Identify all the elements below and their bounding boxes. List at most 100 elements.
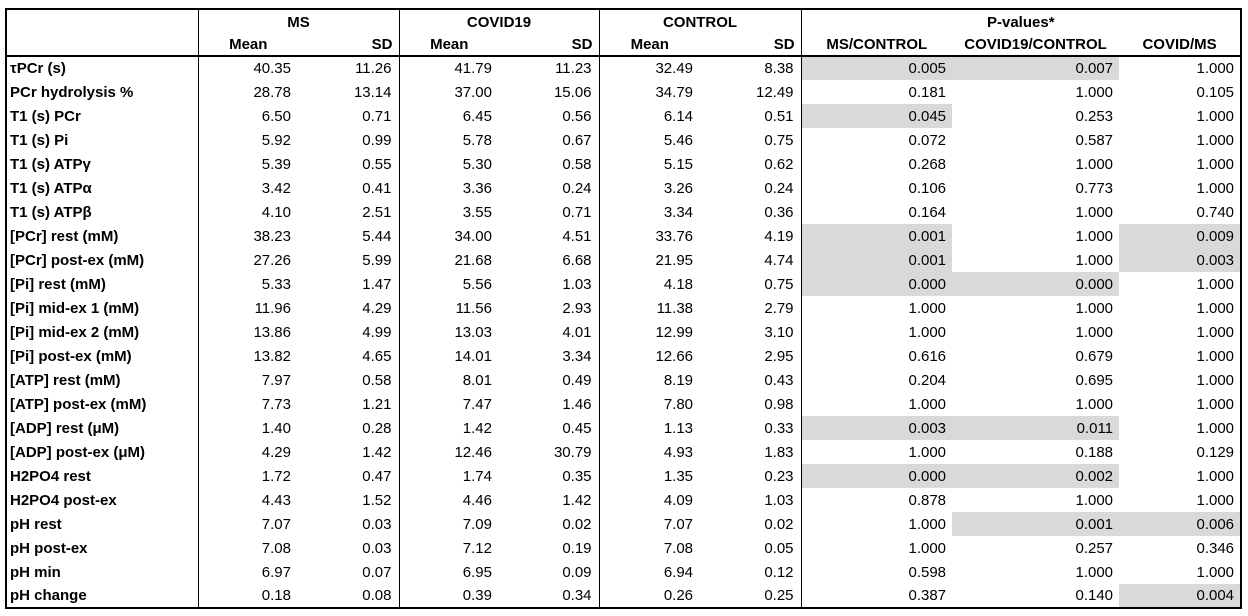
pvalue-covid19-control-cell: 0.587 [1075, 131, 1114, 149]
row-label: pH rest [6, 512, 199, 536]
pvalue-covid-ms-cell: 1.000 [1196, 275, 1235, 293]
table-row: H2PO4 post-ex 4.43 1.52 4.46 1.42 4.09 1… [6, 488, 1241, 512]
row-label: pH post-ex [6, 536, 199, 560]
table-row: pH rest 7.07 0.03 7.09 0.02 7.07 0.02 1.… [6, 512, 1242, 536]
row-label: T1 (s) ATPβ [6, 200, 199, 224]
covid19-sd-cell: 0.71 [499, 200, 600, 224]
control-sd-cell: 1.03 [700, 488, 802, 512]
control-mean-cell: 33.76 [655, 227, 694, 245]
pvalue-ms-control-cell: 0.001 [801, 248, 953, 272]
ms-mean-cell: 4.29 [261, 443, 291, 461]
table-row: [ADP] rest (μM) 1.40 0.28 1.42 0.45 1.13… [6, 416, 1241, 440]
pvalue-ms-control-cell: 0.045 [801, 104, 953, 128]
control-sd-header: SD [700, 34, 802, 57]
covid19-sd-cell: 11.23 [499, 56, 600, 80]
covid19-sd-cell: 6.68 [499, 248, 600, 272]
control-sd-cell: 8.38 [700, 56, 802, 80]
results-table: MS COVID19 CONTROL P-values* Mean SD Mea… [5, 8, 1243, 609]
control-mean-cell: 32.49 [655, 60, 694, 77]
pvalue-covid-ms-cell: 0.006 [1119, 512, 1242, 536]
ms-mean-cell: 5.92 [261, 131, 291, 149]
row-label: T1 (s) PCr [6, 104, 199, 128]
row-label: H2PO4 post-ex [6, 488, 199, 512]
control-sd-cell: 12.49 [700, 80, 802, 104]
table-row: T1 (s) ATPα 3.42 0.41 3.36 0.24 3.26 0.2… [6, 176, 1241, 200]
covid19-sd-cell: 0.34 [499, 584, 600, 608]
ms-mean-header: Mean [198, 34, 298, 57]
control-mean-cell: 12.66 [655, 347, 694, 365]
control-sd-cell: 0.24 [700, 176, 802, 200]
control-sd-cell: 0.02 [700, 512, 802, 536]
table-row: [ADP] post-ex (μM) 4.29 1.42 12.46 30.79… [6, 440, 1241, 464]
control-sd-cell: 0.25 [700, 584, 802, 608]
control-mean-cell: 1.35 [663, 467, 694, 485]
table-row: [PCr] post-ex (mM) 27.26 5.99 21.68 6.68… [6, 248, 1242, 272]
covid19-sd-cell: 0.56 [499, 104, 600, 128]
row-label: [PCr] rest (mM) [6, 224, 199, 248]
table-row: [ATP] rest (mM) 7.97 0.58 8.01 0.49 8.19… [6, 368, 1241, 392]
ms-sd-cell: 1.52 [298, 488, 400, 512]
covid19-mean-cell: 21.68 [454, 251, 492, 269]
control-sd-cell: 2.79 [700, 296, 802, 320]
control-mean-cell: 5.46 [663, 131, 694, 149]
control-sd-cell: 0.75 [700, 128, 802, 152]
covid19-sd-cell: 0.19 [499, 536, 600, 560]
covid19-sd-cell: 4.01 [499, 320, 600, 344]
table-row: τPCr (s) 40.35 11.26 41.79 11.23 32.49 8… [6, 56, 1241, 80]
pvalue-covid19-control-cell: 0.140 [1075, 587, 1114, 604]
ms-mean-cell: 4.43 [261, 491, 291, 509]
pvalue-ms-control-cell: 0.878 [908, 491, 947, 509]
covid19-mean-cell: 1.74 [462, 467, 492, 485]
pvalue-covid19-control-cell: 1.000 [1075, 203, 1114, 221]
group-header-row: MS COVID19 CONTROL P-values* [6, 9, 1241, 57]
pvalue-covid-ms-cell: 1.000 [1196, 419, 1235, 437]
control-sd-cell: 4.19 [700, 224, 802, 248]
table-row: T1 (s) PCr 6.50 0.71 6.45 0.56 6.14 0.51… [6, 104, 1241, 128]
ms-sd-cell: 0.08 [298, 584, 400, 608]
ms-sd-cell: 1.21 [298, 392, 400, 416]
covid19-mean-cell: 4.46 [462, 491, 492, 509]
pvalue-covid19-control-cell: 0.253 [1075, 107, 1114, 125]
pvalue-covid19-control-cell: 1.000 [1075, 299, 1114, 317]
covid19-sd-cell: 2.93 [499, 296, 600, 320]
covid19-mean-cell: 7.47 [462, 395, 492, 413]
control-mean-cell: 5.15 [663, 155, 694, 173]
covid19-sd-cell: 3.34 [499, 344, 600, 368]
ms-sd-cell: 1.47 [298, 272, 400, 296]
covid19-mean-header: Mean [399, 34, 499, 57]
covid19-mean-cell: 6.95 [462, 563, 492, 581]
covid19-mean-cell: 8.01 [462, 371, 492, 389]
ms-sd-cell: 0.03 [298, 536, 400, 560]
pvalue-covid-ms-cell: 1.000 [1196, 107, 1235, 125]
ms-mean-cell: 13.86 [253, 323, 291, 341]
row-label: [ADP] rest (μM) [6, 416, 199, 440]
pvalue-covid19-control-cell: 1.000 [1075, 155, 1114, 173]
table-row: [Pi] mid-ex 1 (mM) 11.96 4.29 11.56 2.93… [6, 296, 1241, 320]
ms-mean-cell: 7.07 [261, 515, 291, 533]
control-sd-cell: 1.83 [700, 440, 802, 464]
table-row: pH min 6.97 0.07 6.95 0.09 6.94 0.12 0.5… [6, 560, 1241, 584]
pvalue-covid-ms-cell: 0.004 [1119, 584, 1242, 608]
control-mean-cell: 4.18 [663, 275, 694, 293]
pvalue-covid-ms-cell: 0.346 [1196, 539, 1235, 557]
ms-mean-cell: 4.10 [261, 203, 291, 221]
ms-mean-cell: 5.33 [261, 275, 291, 293]
control-sd-cell: 4.74 [700, 248, 802, 272]
pvalue-col-header-covid-ms: COVID/MS [1119, 34, 1242, 57]
ms-mean-cell: 1.40 [261, 419, 291, 437]
pvalue-covid-ms-cell: 1.000 [1196, 299, 1235, 317]
ms-mean-cell: 7.97 [261, 371, 291, 389]
table-header: MS COVID19 CONTROL P-values* Mean SD Mea… [6, 9, 1242, 57]
covid19-mean-cell: 13.03 [454, 323, 492, 341]
ms-mean-cell: 6.50 [261, 107, 291, 125]
pvalue-ms-control-cell: 1.000 [908, 395, 947, 413]
ms-mean-cell: 38.23 [253, 227, 291, 245]
covid19-mean-cell: 5.78 [462, 131, 492, 149]
table-row: T1 (s) ATPβ 4.10 2.51 3.55 0.71 3.34 0.3… [6, 200, 1241, 224]
table-row: pH post-ex 7.08 0.03 7.12 0.19 7.08 0.05… [6, 536, 1241, 560]
table-row: [Pi] mid-ex 2 (mM) 13.86 4.99 13.03 4.01… [6, 320, 1241, 344]
pvalue-ms-control-cell: 0.181 [908, 83, 947, 101]
pvalue-covid-ms-cell: 0.129 [1196, 443, 1235, 461]
ms-mean-cell: 0.18 [261, 587, 291, 604]
pvalue-ms-control-cell: 1.000 [908, 515, 947, 533]
